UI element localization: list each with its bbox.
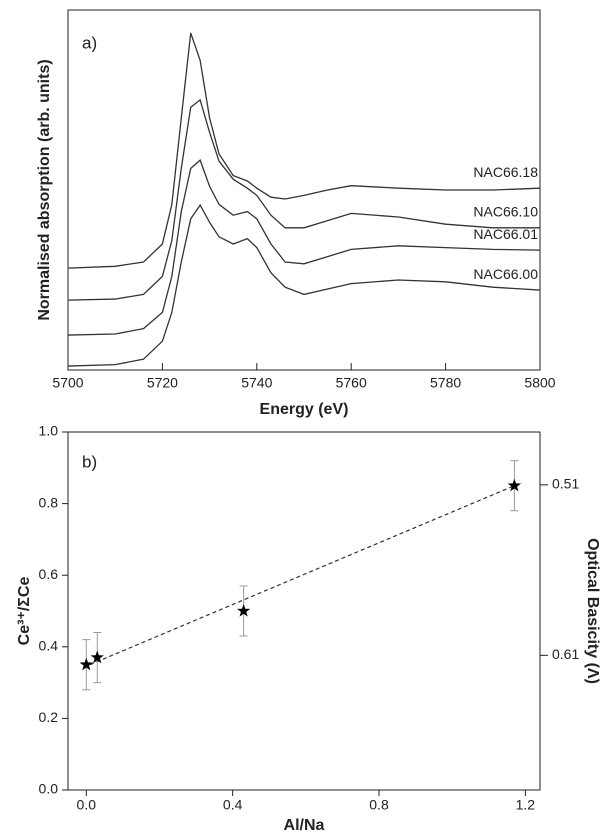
star-point xyxy=(236,604,251,617)
y-tick-label: 0.8 xyxy=(39,494,59,510)
y-tick-label: 1.0 xyxy=(39,423,59,439)
y-tick-label: 0.0 xyxy=(39,781,59,797)
plot-frame xyxy=(67,431,541,791)
y-tick-label: 0.4 xyxy=(39,638,59,654)
x-tick-label: 5760 xyxy=(336,375,367,391)
x-tick-label: 0.8 xyxy=(369,797,389,813)
fit-line xyxy=(89,485,515,666)
y-tick-label: 0.6 xyxy=(39,566,59,582)
x-tick-label: 5700 xyxy=(52,375,83,391)
star-point xyxy=(507,478,522,492)
plot-frame xyxy=(67,9,541,371)
series-label: NAC66.01 xyxy=(473,226,538,242)
spectrum-line xyxy=(67,98,540,301)
y-tick-label: 0.2 xyxy=(39,709,59,725)
x-tick-label: 1.2 xyxy=(516,797,536,813)
x-axis-title: Energy (eV) xyxy=(260,401,349,418)
panel-label: b) xyxy=(82,452,97,471)
x-tick-label: 5720 xyxy=(147,375,178,391)
star-point xyxy=(90,650,104,664)
x-tick-label: 0.4 xyxy=(223,797,243,813)
spectrum-line xyxy=(67,203,541,367)
spectrum-line xyxy=(67,159,541,336)
y-axis-title: Normalised absorption (arb. units) xyxy=(36,59,53,320)
series-label: NAC66.18 xyxy=(473,164,538,180)
spectrum-line xyxy=(67,32,541,269)
y2-tick-label: 0.61 xyxy=(552,646,579,662)
panel-label: a) xyxy=(82,33,97,52)
x-tick-label: 5800 xyxy=(524,375,555,391)
x-tick-label: 5740 xyxy=(241,375,272,391)
y2-tick-label: 0.51 xyxy=(552,476,579,492)
x-tick-label: 5780 xyxy=(430,375,461,391)
series-label: NAC66.10 xyxy=(473,204,538,220)
x-tick-label: 0.0 xyxy=(77,797,97,813)
series-label: NAC66.00 xyxy=(473,266,538,282)
x-axis-title: Al/Na xyxy=(284,817,325,834)
y-axis-title: Ce³⁺/ΣCe xyxy=(16,577,33,646)
y2-axis-title: Optical Basicity (Λ) xyxy=(584,538,601,684)
star-point xyxy=(79,657,93,671)
